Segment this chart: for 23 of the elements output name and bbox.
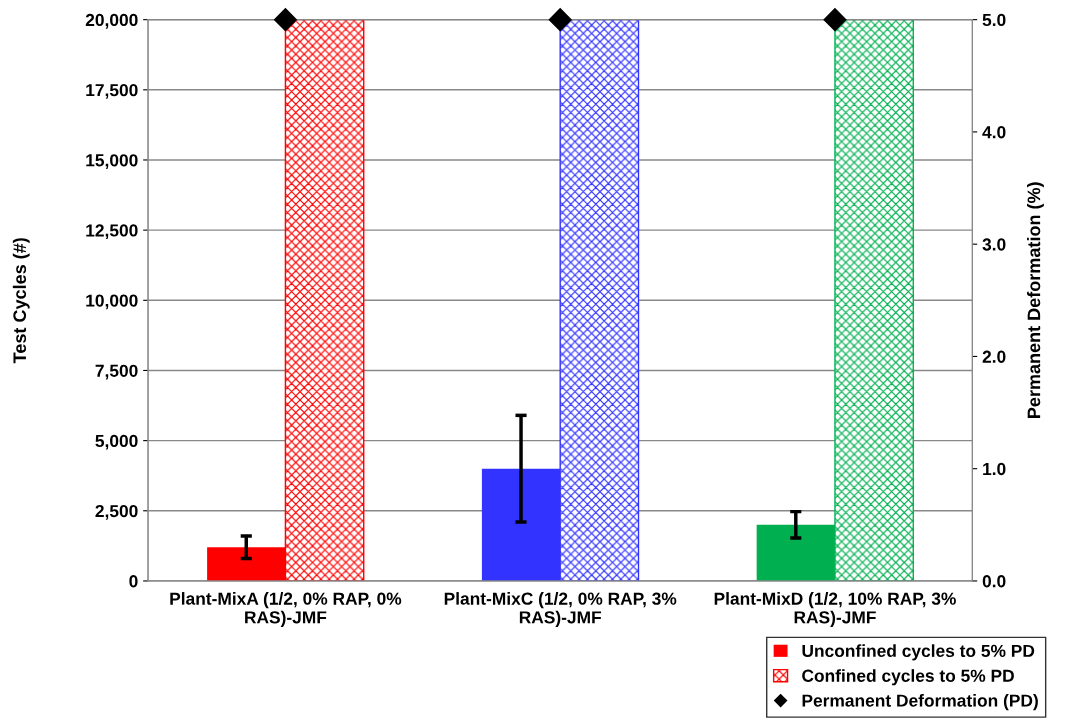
- y-axis-title: Test Cycles (#): [12, 238, 30, 364]
- y2-tick-label: 3.0: [982, 238, 1006, 251]
- y2-tick-label: 5.0: [982, 13, 1006, 27]
- y2-tick-label: 1.0: [983, 462, 1006, 476]
- y-tick-label: 15,000: [86, 154, 138, 169]
- x-tick-label: Plant-MixC (1/2, 0% RAP, 3% RAS)-JMF: [444, 592, 677, 627]
- legend-label: Confined cycles to 5% PD: [802, 669, 1014, 686]
- y-tick-label: 2,500: [95, 504, 138, 520]
- y-tick-label: 12,500: [86, 224, 138, 240]
- legend-label: Permanent Deformation (PD): [802, 694, 1038, 711]
- y-tick-label: 5,000: [95, 434, 138, 450]
- y2-tick-label: 4.0: [982, 126, 1006, 139]
- y-tick-label: 10,000: [86, 294, 138, 310]
- y-tick-label: 17,500: [86, 83, 138, 99]
- y2-tick-label: 2.0: [982, 350, 1006, 363]
- y2-tick-label: 0.0: [982, 575, 1006, 588]
- y-tick-label: 0: [129, 575, 138, 588]
- y-tick-label: 20,000: [85, 13, 138, 29]
- x-tick-label: Plant-MixA (1/2, 0% RAP, 0% RAS)-JMF: [170, 592, 402, 627]
- legend-label: Unconfined cycles to 5% PD: [802, 644, 1035, 661]
- x-tick-label: Plant-MixD (1/2, 10% RAP, 3% RAS)-JMF: [714, 592, 956, 627]
- y2-axis-title: Permanent Deformation (%): [1027, 182, 1044, 418]
- y-tick-label: 7,500: [95, 364, 138, 380]
